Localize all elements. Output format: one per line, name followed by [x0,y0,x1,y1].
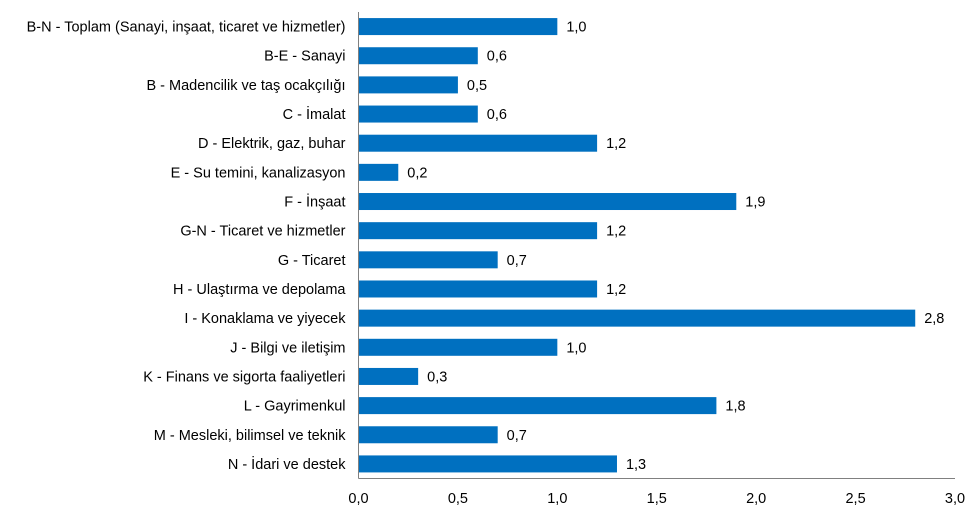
value-label: 1,0 [566,20,586,36]
bar [359,280,598,298]
category-labels: B-N - Toplam (Sanayi, inşaat, ticaret ve… [27,20,347,473]
bar [359,251,498,269]
value-label: 1,0 [566,340,586,356]
category-label: D - Elektrik, gaz, buhar [198,136,346,152]
value-label: 0,6 [487,107,507,123]
bar [359,76,458,94]
x-tick-label: 1,5 [647,491,667,507]
bar [359,338,558,356]
category-label: J - Bilgi ve iletişim [230,340,345,356]
category-label: B-E - Sanayi [264,49,345,65]
bar [359,163,399,181]
value-label: 1,2 [606,224,626,240]
category-label: L - Gayrimenkul [244,399,346,415]
value-label: 0,7 [507,428,527,444]
x-tick-label: 2,0 [746,491,766,507]
x-axis-ticks: 0,0 0,5 1,0 1,5 2,0 2,5 3,0 [348,491,965,507]
value-label: 2,8 [924,311,944,327]
bar [359,134,598,152]
bar [359,193,737,211]
category-label: I - Konaklama ve yiyecek [184,311,346,327]
value-label: 1,3 [626,457,646,473]
value-label: 1,2 [606,282,626,298]
bar [359,105,478,123]
value-label: 1,2 [606,136,626,152]
x-tick-label: 2,5 [845,491,865,507]
category-label: G - Ticaret [278,253,346,269]
category-label: N - İdari ve destek [228,455,346,473]
bars-group [359,18,916,473]
value-labels: 1,0 0,60,50,6 1,2 0,2 1,9 1,2 0,7 1,2 2,8 1,0 0,3 1… [407,20,944,473]
category-label: F - İnşaat [284,193,345,211]
category-label: H - Ulaştırma ve depolama [173,282,346,298]
category-label: B - Madencilik ve taş ocakçılığı [146,78,345,94]
bar [359,426,498,444]
bar [359,309,916,327]
bar [359,367,419,385]
value-label: 0,5 [467,78,487,94]
category-label: G-N - Ticaret ve hizmetler [180,224,345,240]
category-label: K - Finans ve sigorta faaliyetleri [143,369,345,385]
bar [359,47,478,65]
bar [359,397,717,415]
value-label: 0,7 [507,253,527,269]
bar [359,222,598,240]
category-label: B-N - Toplam (Sanayi, inşaat, ticaret ve… [27,20,346,36]
value-label: 1,8 [725,399,745,415]
category-label: E - Su temini, kanalizasyon [171,165,346,181]
x-tick-label: 0,0 [348,491,368,507]
category-label: M - Mesleki, bilimsel ve teknik [154,428,347,444]
bar [359,455,617,473]
bar [359,18,558,36]
category-label: C - İmalat [283,105,346,123]
value-label: 1,9 [745,195,765,211]
x-tick-label: 1,0 [547,491,567,507]
value-label: 0,6 [487,49,507,65]
value-label: 0,2 [407,165,427,181]
value-label: 0,3 [427,369,447,385]
x-tick-label: 3,0 [945,491,965,507]
x-tick-label: 0,5 [448,491,468,507]
